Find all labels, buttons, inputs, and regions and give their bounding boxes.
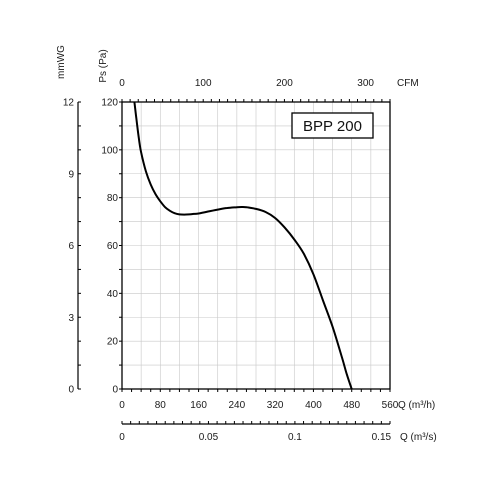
flow-m3h-tick-label: 320 — [267, 400, 284, 411]
flow-m3h-tick-label: 400 — [305, 400, 322, 411]
pressure-mmwg-tick-label: 0 — [68, 385, 74, 396]
grid — [122, 102, 390, 389]
pressure-pa-tick-label: 20 — [107, 337, 119, 348]
flow-m3h-tick-label: 0 — [119, 400, 125, 411]
flow-m3s-tick-label: 0.1 — [288, 432, 302, 443]
flow-m3h-axis-label: Q (m³/h) — [398, 400, 435, 411]
model-badge: BPP 200 — [291, 112, 374, 139]
model-badge-label: BPP 200 — [303, 118, 362, 135]
pressure-pa-tick-label: 120 — [101, 98, 118, 109]
flow-m3h-tick-label: 480 — [343, 400, 360, 411]
flow-m3h-tick-label: 160 — [190, 400, 207, 411]
pressure-mmwg-tick-label: 3 — [68, 313, 74, 324]
flow-m3s-tick-label: 0.05 — [199, 432, 219, 443]
pressure-pa-tick-label: 80 — [107, 193, 119, 204]
flow-m3s-tick-label: 0.15 — [372, 432, 392, 443]
flow-cfm-tick-label: 0 — [119, 78, 125, 89]
flow-m3h-tick-label: 560 — [382, 400, 399, 411]
pressure-pa-axis: 0 20 40 60 80 100 120 — [101, 98, 122, 396]
pressure-pa-tick-label: 40 — [107, 289, 119, 300]
pressure-mmwg-tick-label: 9 — [68, 169, 74, 180]
flow-cfm-axis: 0 100 200 300 — [119, 78, 391, 102]
flow-m3h-tick-label: 80 — [155, 400, 167, 411]
flow-m3s-tick-label: 0 — [119, 432, 125, 443]
flow-cfm-axis-label: CFM — [397, 78, 419, 89]
flow-cfm-tick-label: 100 — [195, 78, 212, 89]
flow-m3s-axis-label: Q (m³/s) — [400, 432, 437, 443]
pressure-mmwg-tick-label: 6 — [68, 241, 74, 252]
fan-curve-line — [133, 101, 353, 390]
pressure-pa-tick-label: 0 — [112, 385, 118, 396]
flow-cfm-tick-label: 200 — [276, 78, 293, 89]
pressure-mmwg-tick-label: 12 — [63, 98, 75, 109]
pressure-mmwg-axis-label: mmWG — [56, 45, 67, 79]
pressure-pa-axis-label: Ps (Pa) — [98, 49, 109, 82]
model-badge-box — [291, 112, 374, 139]
flow-cfm-tick-label: 300 — [357, 78, 374, 89]
pressure-pa-tick-label: 100 — [101, 145, 118, 156]
flow-m3h-tick-label: 240 — [229, 400, 246, 411]
pressure-pa-tick-label: 60 — [107, 241, 119, 252]
flow-m3s-axis: 0 0.05 0.1 0.15 — [119, 421, 392, 443]
pressure-mmwg-axis: 0 3 6 9 12 — [63, 98, 81, 396]
flow-m3h-axis: 0 80 160 240 320 400 480 560 — [119, 389, 399, 411]
